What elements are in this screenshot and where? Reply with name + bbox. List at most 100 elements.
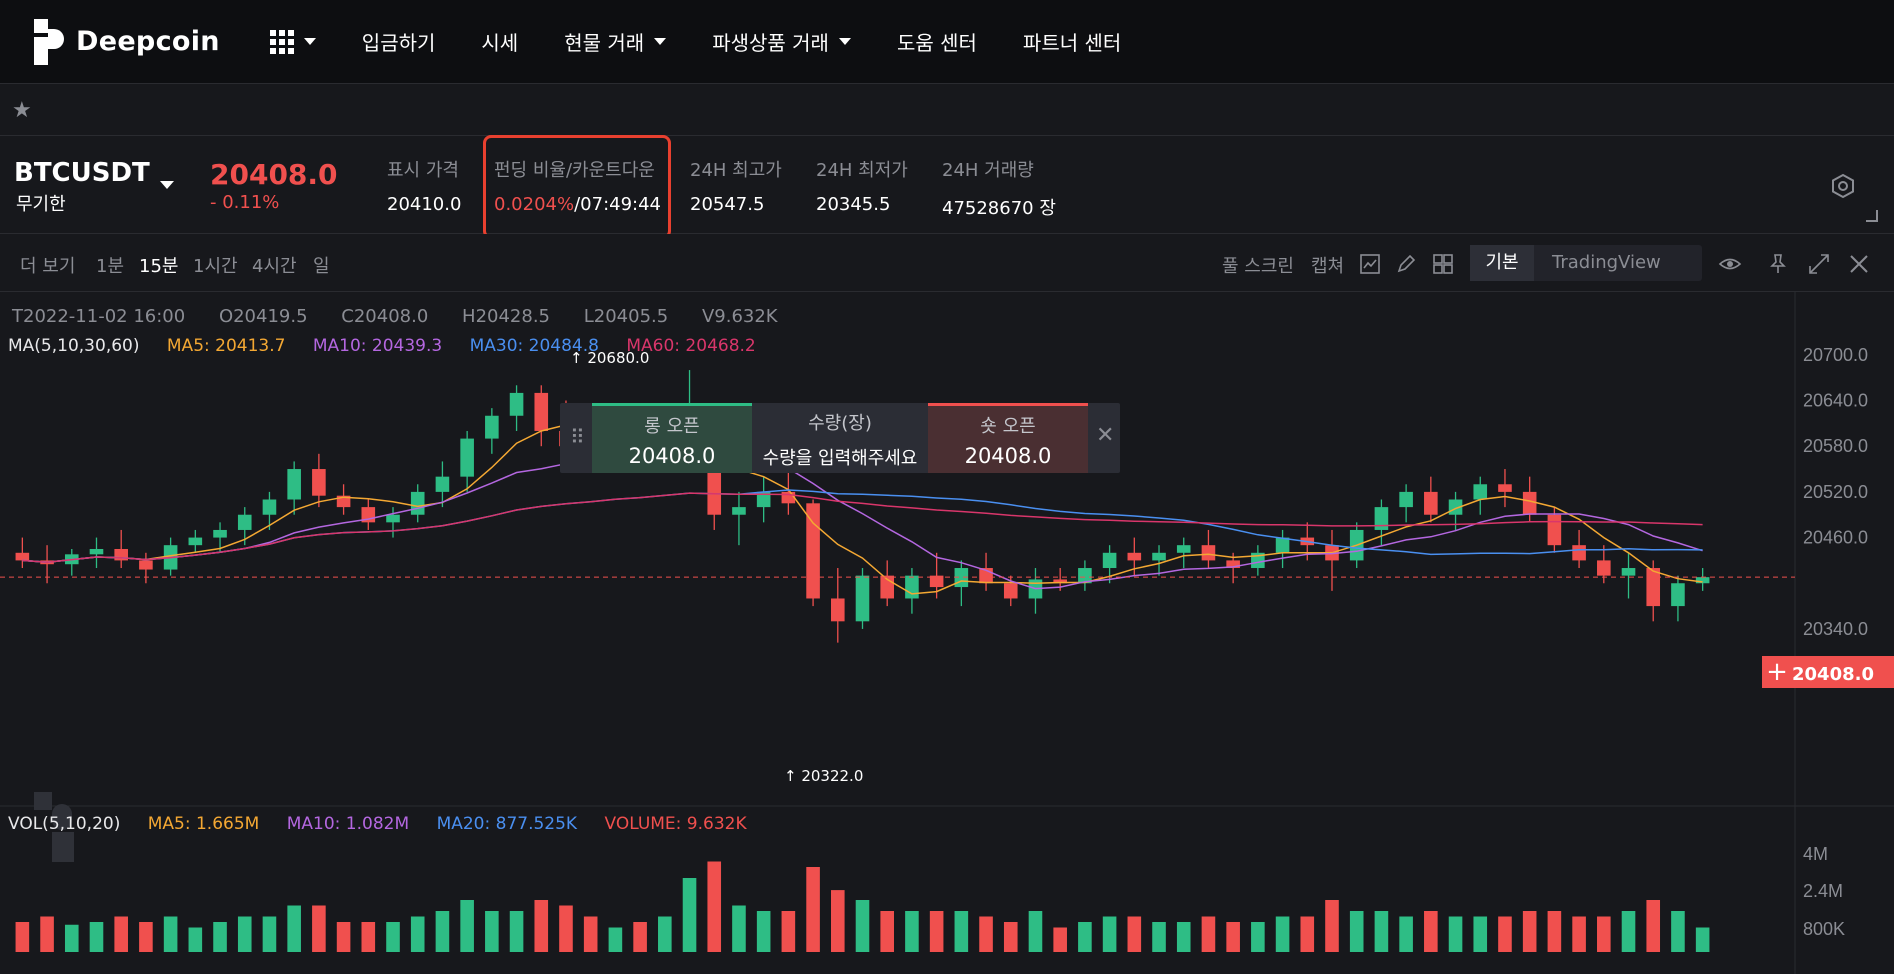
- candlestick-chart[interactable]: 20700.0 20640.0 20580.0 20520.0 20460.0 20340…: [0, 292, 1894, 974]
- chevron-down-icon: [654, 38, 667, 45]
- candle-body: [114, 548, 128, 561]
- volume-bar: [89, 922, 104, 952]
- candle-body: [1646, 568, 1661, 607]
- volume-bar: [781, 911, 796, 952]
- ohlc-low: L20405.5: [583, 306, 669, 327]
- indicator-icon[interactable]: [1358, 252, 1382, 276]
- candle-body: [1226, 560, 1240, 569]
- mode-basic-tab[interactable]: 기본: [1470, 245, 1534, 281]
- quantity-placeholder: 수량을 입력해주세요: [762, 448, 918, 469]
- mode-tradingview-tab[interactable]: TradingView: [1552, 252, 1661, 273]
- ma10-line: [22, 433, 1703, 590]
- eye-icon[interactable]: [1718, 252, 1742, 276]
- volume-bar: [1127, 916, 1142, 952]
- candle-body: [139, 560, 153, 570]
- interval-4h[interactable]: 4시간: [252, 256, 297, 277]
- candle-body: [89, 548, 104, 555]
- symbol-selector[interactable]: BTCUSDT: [14, 158, 150, 188]
- candle-body: [1695, 577, 1710, 584]
- plus-icon[interactable]: +: [1766, 657, 1788, 687]
- nav-spot-label: 현물 거래: [564, 31, 645, 55]
- interval-1m[interactable]: 1분: [96, 256, 125, 277]
- funding-value: 0.0204%/07:49:44: [494, 194, 661, 215]
- vol-ma20: MA20: 877.525K: [436, 814, 578, 834]
- funding-rate: 0.0204%: [494, 194, 575, 215]
- candle-body: [1547, 514, 1562, 546]
- volume-bar: [658, 916, 672, 952]
- nav-deposit[interactable]: 입금하기: [362, 27, 436, 56]
- settings-icon[interactable]: [1830, 173, 1856, 199]
- candle-body: [1275, 537, 1290, 553]
- volume-bar: [559, 905, 573, 952]
- nav-help-center[interactable]: 도움 센터: [897, 27, 977, 56]
- volume-bar: [509, 911, 524, 952]
- nav-derivatives-trading[interactable]: 파생상품 거래: [712, 27, 851, 56]
- ticker-header: BTCUSDT 무기한 20408.0 - 0.11% 표시 가격 20410.…: [0, 136, 1894, 234]
- ma10-value: MA10: 20439.3: [312, 336, 443, 356]
- chevron-down-icon[interactable]: [160, 181, 174, 189]
- chart-area[interactable]: 20700.0 20640.0 20580.0 20520.0 20460.0 20340…: [0, 292, 1894, 974]
- volume-bar: [633, 922, 647, 952]
- funding-countdown: /07:49:44: [574, 194, 661, 215]
- volume-axis-tick: 4M: [1803, 844, 1828, 864]
- volume-bar: [1275, 916, 1290, 952]
- quantity-input[interactable]: 수량(장) 수량을 입력해주세요: [752, 403, 928, 473]
- mark-price-label: 표시 가격: [387, 160, 459, 181]
- close-order-panel-icon[interactable]: ✕: [1096, 423, 1115, 448]
- price-axis-tick: 20460.0: [1803, 528, 1868, 548]
- volume-bar: [1597, 916, 1611, 952]
- volume-bar: [64, 924, 79, 952]
- volume-bar: [682, 878, 697, 952]
- draw-pencil-icon[interactable]: [1394, 252, 1418, 276]
- close-icon[interactable]: [1847, 252, 1871, 276]
- volume-bar: [707, 861, 722, 952]
- candle-body: [262, 499, 277, 515]
- volume-bar: [1078, 922, 1092, 952]
- logo[interactable]: Deepcoin: [34, 18, 220, 65]
- favorites-bar: ★: [0, 84, 1894, 136]
- star-icon[interactable]: ★: [12, 98, 32, 123]
- ohlc-volume: V9.632K: [701, 306, 778, 327]
- apps-menu-button[interactable]: [269, 29, 316, 54]
- resize-corner-icon[interactable]: [1866, 210, 1878, 222]
- interval-15m[interactable]: 15분: [139, 256, 179, 277]
- candle-body: [1152, 552, 1166, 561]
- interval-1h[interactable]: 1시간: [193, 256, 238, 277]
- layout-grid-icon[interactable]: [1431, 252, 1455, 276]
- volume-bar: [485, 911, 499, 952]
- open-short-button[interactable]: 숏 오픈 20408.0: [928, 403, 1088, 473]
- volume-bar: [905, 911, 919, 952]
- candle-body: [1399, 491, 1413, 508]
- open-short-label: 숏 오픈: [980, 416, 1036, 437]
- more-intervals-button[interactable]: 더 보기: [20, 256, 76, 277]
- candle-body: [732, 507, 746, 515]
- candle-body: [905, 575, 919, 599]
- interval-1d[interactable]: 일: [313, 256, 330, 277]
- candle-body: [1621, 568, 1636, 576]
- price-axis-tick: 20520.0: [1803, 482, 1868, 502]
- candle-body: [1053, 579, 1067, 584]
- candle-body: [213, 529, 227, 538]
- nav-markets[interactable]: 시세: [481, 27, 518, 56]
- volume-bar: [262, 916, 277, 952]
- drag-handle-icon[interactable]: ⠿: [570, 425, 585, 449]
- ma5-line: [22, 424, 1703, 595]
- ohlc-readout: T2022-11-02 16:00 O20419.5 C20408.0 H204…: [12, 306, 806, 327]
- volume-bar: [1621, 911, 1636, 952]
- nav-markets-label: 시세: [481, 31, 519, 55]
- pin-icon[interactable]: [1766, 252, 1790, 276]
- ma5-value: MA5: 20413.7: [166, 336, 286, 356]
- fullscreen-button[interactable]: 풀 스크린: [1222, 256, 1294, 277]
- current-price-tag[interactable]: +20408.0: [1762, 656, 1894, 688]
- nav-partner-center[interactable]: 파트너 센터: [1023, 27, 1121, 56]
- expand-icon[interactable]: [1807, 252, 1831, 276]
- candle-body: [756, 491, 771, 508]
- volume-bar: [1498, 916, 1512, 952]
- capture-button[interactable]: 캡쳐: [1311, 256, 1345, 277]
- open-long-button[interactable]: 롱 오픈 20408.0: [592, 403, 752, 473]
- candle-body: [806, 503, 820, 599]
- ohlc-time: T2022-11-02 16:00: [12, 306, 186, 327]
- candle-body: [1498, 484, 1512, 492]
- vol-ma5: MA5: 1.665M: [147, 814, 260, 834]
- nav-spot-trading[interactable]: 현물 거래: [564, 27, 667, 56]
